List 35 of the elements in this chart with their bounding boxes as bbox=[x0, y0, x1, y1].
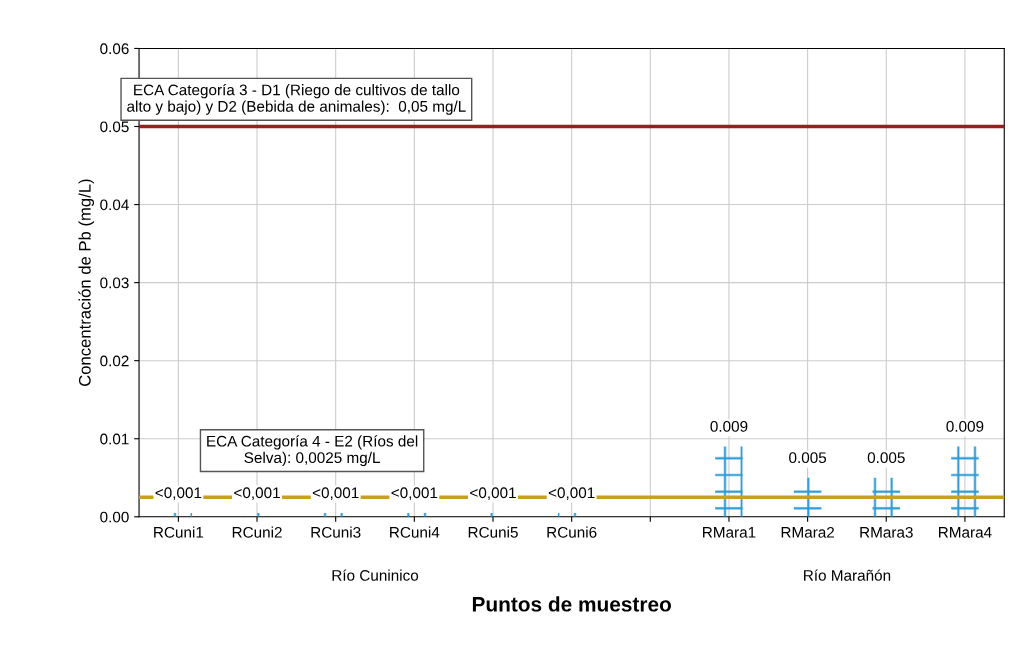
y-tick-label: 0.00 bbox=[100, 511, 129, 523]
data-label: <0,001 bbox=[470, 487, 516, 500]
y-tick-label: 0.03 bbox=[100, 277, 129, 289]
data-label: 0.009 bbox=[946, 421, 984, 432]
y-tick-label: 0.04 bbox=[100, 199, 129, 211]
x-axis-title: Puntos de muestreo bbox=[472, 596, 671, 612]
x-tick-label: RCuni5 bbox=[468, 526, 518, 538]
text: Río Cuninico bbox=[332, 569, 419, 581]
y-tick-label: 0.06 bbox=[100, 43, 129, 55]
data-label: <0,001 bbox=[548, 487, 595, 500]
x-tick-label: RMara3 bbox=[860, 526, 913, 538]
x-tick-label: RMara1 bbox=[703, 527, 756, 538]
data-label: <0,001 bbox=[234, 487, 280, 500]
y-tick-label: 0.02 bbox=[100, 355, 129, 367]
data-label: 0.009 bbox=[710, 421, 748, 432]
data-label: <0,001 bbox=[391, 487, 438, 500]
y-tick-label: 0.01 bbox=[100, 433, 129, 445]
bar bbox=[951, 446, 979, 517]
ref-line-label: ECA Categoría 3 - D1 (Riego de cultivos de tallo alto y bajo) y D2 (Bebida de animales): 0,05 mg/L bbox=[127, 83, 466, 115]
x-tick-label: RMara4 bbox=[939, 527, 992, 538]
x-tick-label: RMara2 bbox=[781, 526, 835, 538]
x-tick-label: RCuni3 bbox=[311, 526, 361, 538]
data-label: 0.005 bbox=[789, 452, 827, 464]
ref-line-label: ECA Categoría 4 - E2 (Ríos del Selva): 0,0025 mg/L bbox=[207, 435, 418, 467]
y-tick-label: 0.05 bbox=[100, 121, 129, 133]
data-label: <0,001 bbox=[155, 487, 202, 500]
x-tick-label: RCuni1 bbox=[154, 526, 204, 538]
data-label: 0.005 bbox=[867, 452, 905, 464]
x-tick-label: RCuni4 bbox=[390, 526, 440, 538]
y-axis-title: Concentración de Pb (mg/L) bbox=[78, 179, 95, 386]
bar bbox=[715, 446, 743, 517]
x-tick-label: RCuni2 bbox=[232, 526, 282, 538]
data-label: <0,001 bbox=[312, 487, 359, 500]
x-tick-label: RCuni6 bbox=[547, 526, 597, 538]
text: Río Marañón bbox=[804, 569, 891, 581]
